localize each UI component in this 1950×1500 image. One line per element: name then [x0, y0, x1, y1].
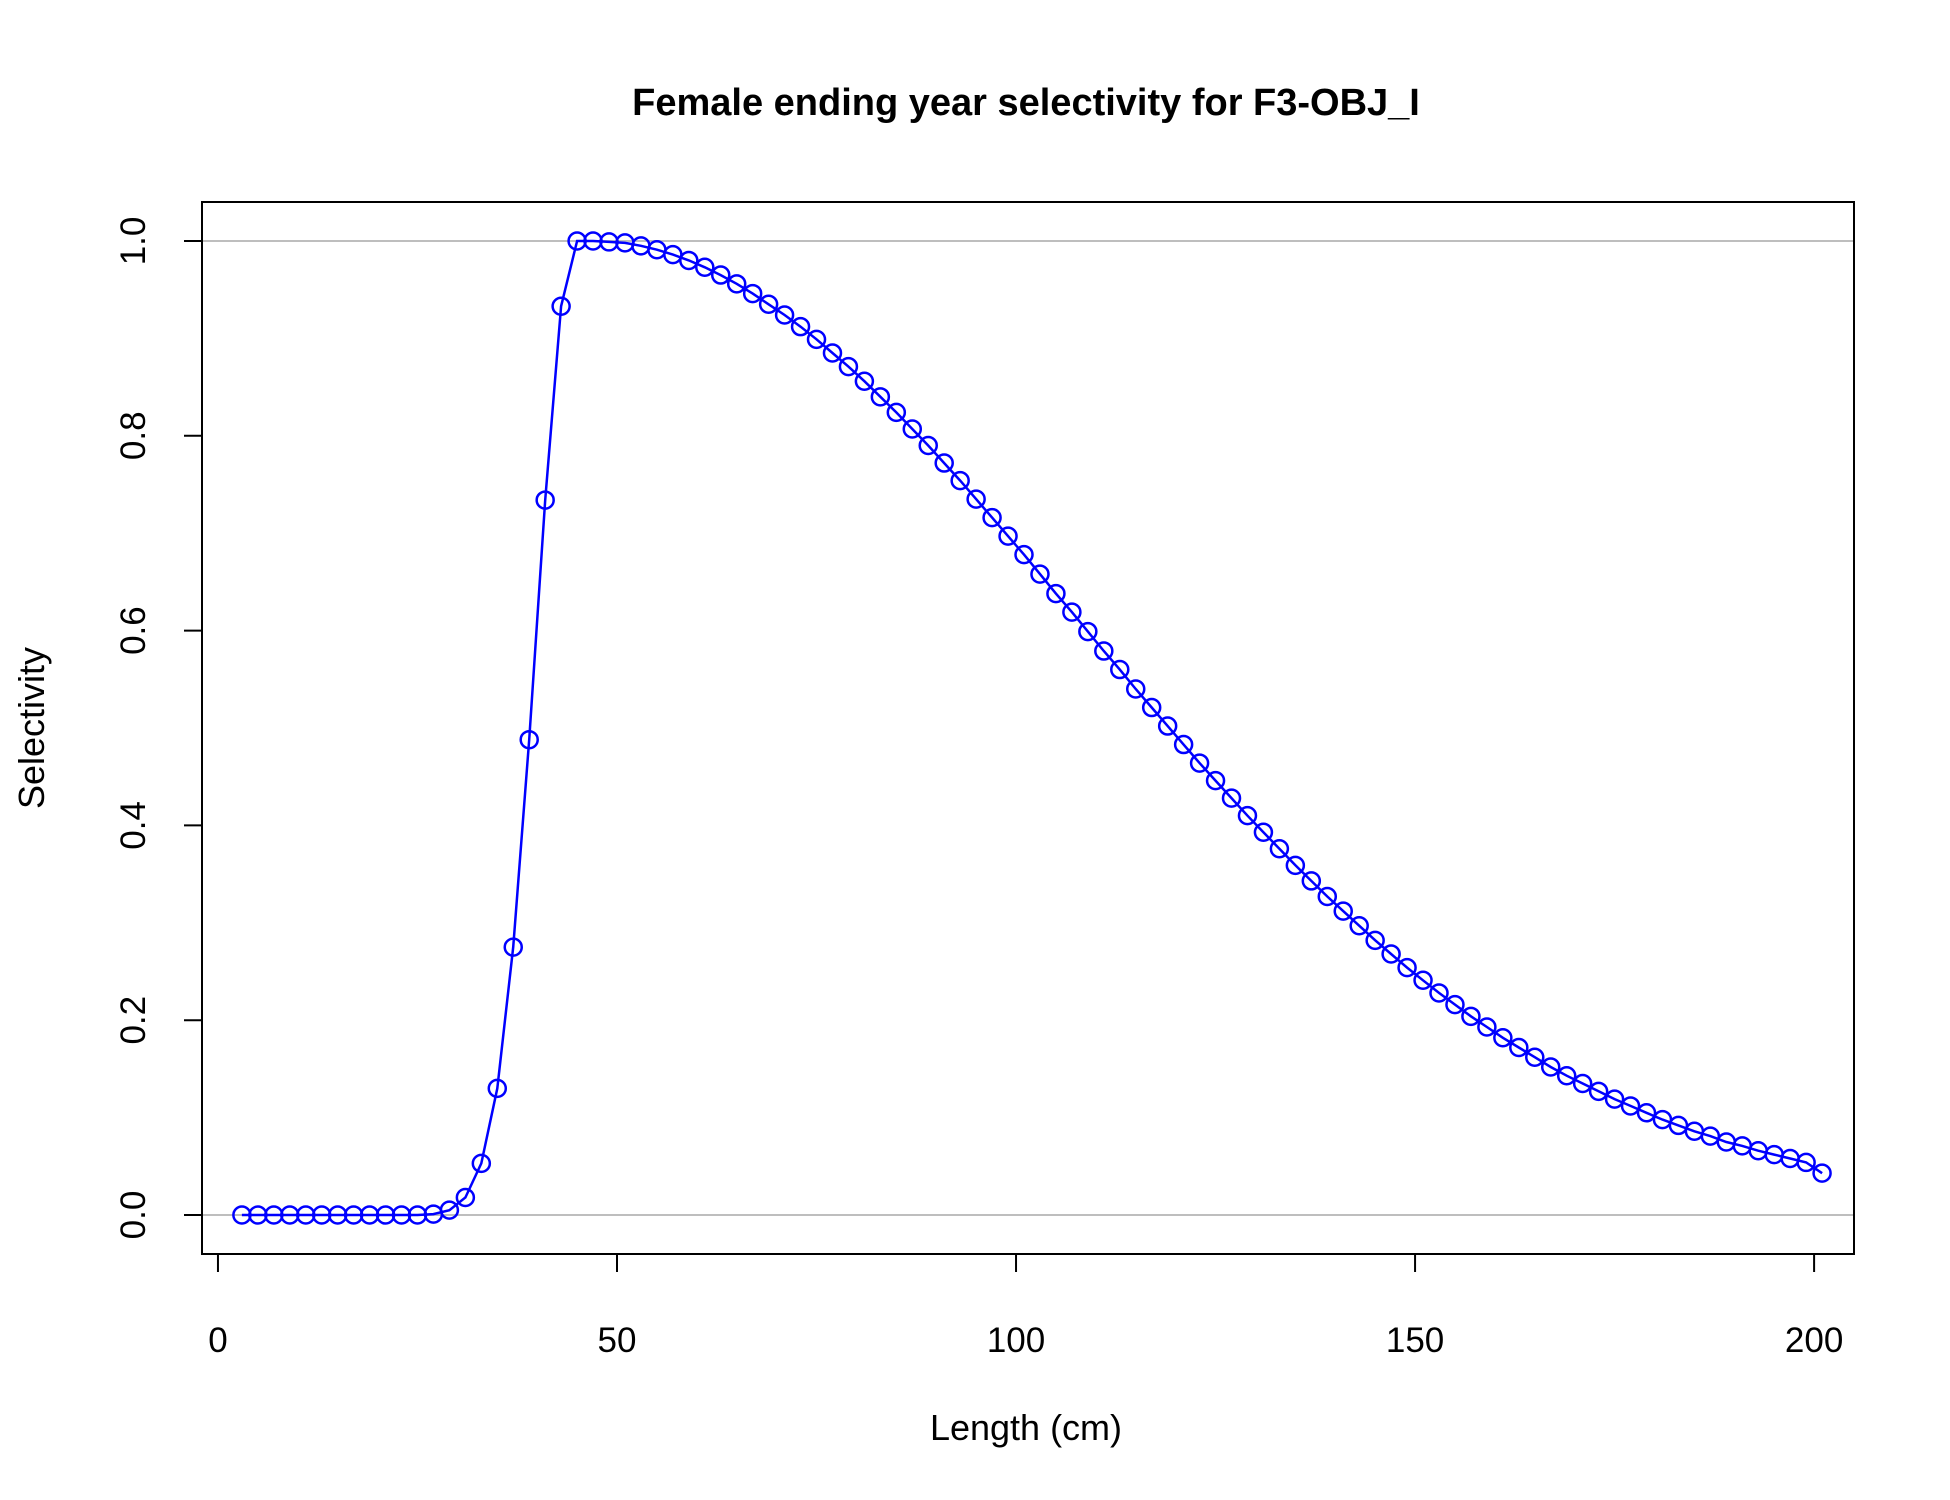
data-point: [1157, 716, 1178, 736]
x-axis-label: Length (cm): [930, 1407, 1122, 1448]
data-point: [1525, 1047, 1545, 1067]
data-point: [1540, 1057, 1561, 1077]
data-point: [998, 526, 1018, 546]
data-point: [886, 402, 907, 423]
data-point: [742, 283, 763, 304]
x-tick-label: 100: [987, 1321, 1045, 1360]
series-line: [241, 239, 1823, 1217]
data-point: [1572, 1073, 1593, 1094]
data-point: [1349, 915, 1369, 936]
data-point: [822, 343, 843, 363]
y-tick-label: 1.0: [114, 217, 153, 266]
data-point: [1062, 602, 1082, 622]
data-point: [918, 435, 938, 456]
data-point: [1365, 930, 1385, 951]
data-point: [439, 1200, 460, 1220]
data-point: [1509, 1037, 1529, 1058]
y-axis: 0.0 0.2 0.4 0.6 0.8 1.0: [114, 217, 203, 1240]
data-point: [1221, 788, 1242, 808]
data-point: [982, 507, 1002, 528]
data-point: [774, 305, 795, 325]
chart-title: Female ending year selectivity for F3-OB…: [632, 82, 1420, 124]
y-tick-label: 0.0: [114, 1191, 153, 1240]
data-point: [1173, 734, 1194, 755]
y-tick-label: 0.4: [114, 801, 153, 850]
data-point: [1269, 839, 1290, 859]
data-point: [1812, 1163, 1832, 1183]
data-point: [726, 274, 747, 294]
data-point: [695, 257, 715, 278]
data-point: [1125, 679, 1146, 699]
data-point: [950, 470, 970, 491]
data-point: [790, 316, 811, 337]
data-point: [1604, 1089, 1625, 1109]
data-point: [1477, 1017, 1497, 1037]
data-point: [1620, 1096, 1641, 1116]
data-point: [1636, 1103, 1657, 1123]
data-point: [1397, 957, 1417, 978]
data-point: [1796, 1152, 1816, 1173]
data-point: [471, 1153, 492, 1174]
x-axis: 0 50 100 150 200: [208, 1253, 1843, 1360]
data-point: [934, 453, 954, 473]
data-point: [758, 294, 779, 315]
y-tick-label: 0.8: [114, 411, 153, 460]
data-point: [870, 387, 891, 407]
y-axis-label: Selectivity: [11, 647, 52, 809]
data-point: [1205, 770, 1226, 791]
data-point: [1141, 697, 1162, 718]
data-point: [1046, 583, 1066, 604]
data-point: [966, 489, 986, 509]
data-point: [455, 1187, 476, 1208]
data-point: [551, 296, 571, 316]
data-point: [679, 250, 699, 271]
data-point: [1317, 886, 1338, 907]
data-point: [1030, 564, 1050, 584]
data-point: [1333, 901, 1353, 921]
data-point: [1461, 1006, 1481, 1027]
data-point: [1237, 805, 1258, 826]
data-point: [902, 419, 923, 439]
data-point: [519, 729, 539, 750]
data-point: [1014, 544, 1034, 565]
data-point: [503, 937, 523, 957]
series-layer: [232, 231, 1832, 1225]
data-point: [1381, 944, 1401, 964]
x-tick-label: 0: [208, 1321, 227, 1360]
data-point: [1556, 1065, 1577, 1086]
x-tick-label: 200: [1785, 1321, 1843, 1360]
data-point: [1078, 621, 1098, 642]
data-point: [1110, 659, 1130, 680]
data-point: [1285, 855, 1306, 876]
data-point: [1493, 1028, 1513, 1048]
data-point: [838, 356, 859, 377]
data-point: [806, 329, 827, 350]
data-point: [1253, 822, 1274, 842]
data-point: [854, 371, 875, 391]
data-point: [710, 265, 731, 285]
y-tick-label: 0.2: [114, 996, 153, 1045]
y-tick-label: 0.6: [114, 606, 153, 655]
data-point: [1445, 994, 1465, 1015]
data-point: [535, 490, 555, 510]
x-tick-label: 50: [598, 1321, 637, 1360]
data-point: [1429, 983, 1449, 1003]
reference-lines: [202, 239, 1854, 1217]
data-point: [1413, 970, 1433, 991]
data-point: [1301, 871, 1322, 891]
data-point: [1588, 1081, 1609, 1102]
data-point: [1189, 753, 1210, 773]
x-tick-label: 150: [1386, 1321, 1444, 1360]
data-point: [487, 1078, 508, 1099]
data-point: [1094, 641, 1114, 661]
